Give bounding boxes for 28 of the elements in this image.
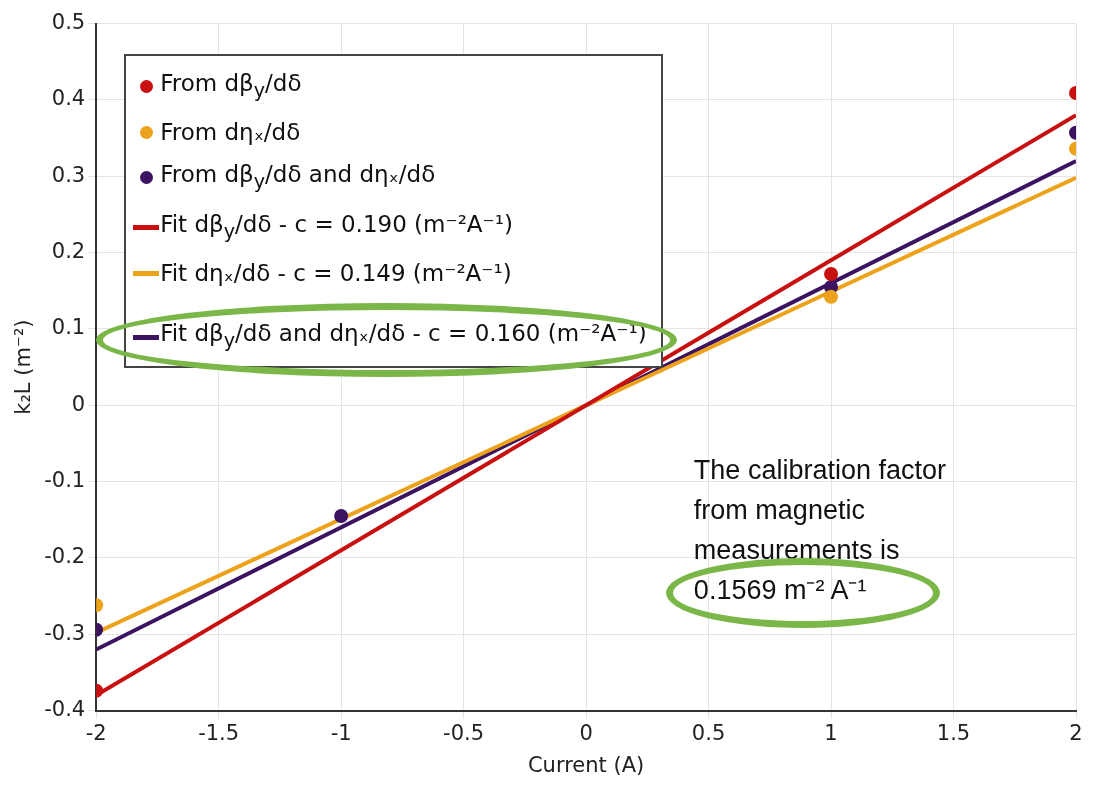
y-tick-label: -0.3 — [44, 620, 86, 645]
x-tick-label: 2 — [1069, 720, 1083, 745]
x-axis-title: Current (A) — [527, 752, 645, 777]
y-tick-label: 0.1 — [51, 315, 86, 340]
annotation: The calibration factor from magnetic measurements is 0.1569 m⁻² A⁻¹ — [693, 453, 947, 607]
legend-label: From dβ$_{y}$/dδ and dηₓ/dδ — [160, 160, 436, 195]
x-tick-label: -1.5 — [198, 720, 240, 745]
x-tick-label: 0.5 — [691, 720, 726, 745]
y-tick-label: -0.1 — [44, 468, 86, 493]
x-tick-label: -2 — [85, 720, 107, 745]
y-tick-label: 0.5 — [51, 10, 86, 35]
x-tick-label: 1 — [824, 720, 838, 745]
legend-label: Fit dβ$_{y}$/dδ and dηₓ/dδ - c = 0.160 (m⁻²A⁻¹) — [160, 319, 647, 354]
x-tick-label: -1 — [330, 720, 352, 745]
legend-label: From dβ$_{y}$/dδ — [160, 68, 302, 104]
y-tick-label: 0 — [71, 391, 86, 416]
x-tick-label: -0.5 — [443, 720, 485, 745]
x-tick-label: 0 — [579, 720, 593, 745]
legend-label: Fit dβ$_{y}$/dδ - c = 0.190 (m⁻²A⁻¹) — [160, 209, 513, 245]
legend-label: Fit dηₓ/dδ - c = 0.149 (m⁻²A⁻¹) — [160, 259, 512, 289]
y-tick-label: 0.4 — [51, 86, 86, 111]
y-tick-label: 0.2 — [51, 239, 86, 264]
x-tick-label: 1.5 — [936, 720, 971, 745]
y-tick-label: -0.4 — [44, 697, 86, 722]
y-tick-label: 0.3 — [51, 162, 86, 187]
y-tick-label: -0.2 — [44, 544, 86, 569]
y-axis-title: k₂L (m⁻²) — [11, 319, 36, 415]
legend-label: From dηₓ/dδ — [160, 118, 301, 148]
